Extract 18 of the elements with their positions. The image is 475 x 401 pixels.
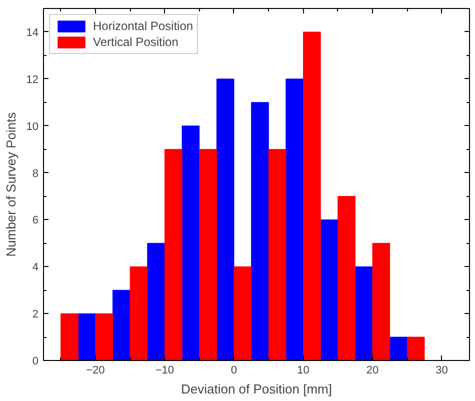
x-tick-label: 30	[436, 364, 448, 376]
y-tick-label: 4	[32, 262, 39, 274]
y-tick-label: 10	[26, 120, 39, 133]
legend-label: Vertical Position	[93, 35, 178, 49]
x-tick-label: 20	[366, 364, 379, 376]
x-axis-title: Deviation of Position [mm]	[181, 382, 332, 396]
x-tick-label: 0	[230, 364, 238, 376]
y-tick-label: 2	[32, 308, 39, 321]
y-axis-title: Number of Survey Points	[3, 112, 18, 257]
y-tick-label: 0	[32, 356, 39, 368]
y-tick-label: 8	[32, 168, 39, 180]
y-tick-label: 12	[26, 74, 39, 86]
x-tick-label: −10	[155, 364, 174, 376]
x-tick-label: −20	[86, 364, 105, 376]
x-tick-label: 10	[297, 364, 310, 376]
legend-label: Horizontal Position	[93, 19, 194, 33]
y-tick-label: 14	[26, 26, 39, 39]
y-tick-label: 6	[32, 214, 39, 227]
